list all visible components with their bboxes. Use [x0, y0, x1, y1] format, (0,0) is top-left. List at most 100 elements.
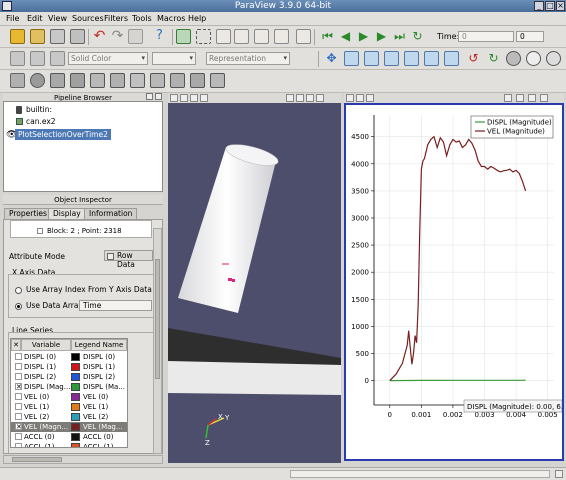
pipeline-item-selected[interactable]: [15, 129, 111, 140]
render-view-3d[interactable]: Y X Z: [168, 103, 341, 463]
tab-information[interactable]: Information: [84, 208, 138, 219]
view-y-plus-icon[interactable]: [384, 51, 399, 66]
table-row[interactable]: ✕ DISPL (Mag... DISPL (Ma...: [11, 382, 127, 392]
extract-level-icon[interactable]: [210, 73, 225, 88]
series-visibility-checkbox[interactable]: [15, 433, 22, 440]
series-color-swatch[interactable]: [71, 383, 80, 391]
clear-selection-icon[interactable]: [274, 29, 289, 44]
menu-sources[interactable]: Sources: [72, 14, 104, 23]
series-legend-name[interactable]: VEL (2): [83, 413, 109, 421]
view3d-maximize-icon[interactable]: [306, 94, 314, 102]
group-datasets-icon[interactable]: [190, 73, 205, 88]
threshold-icon[interactable]: [90, 73, 105, 88]
time-input[interactable]: 0: [458, 31, 514, 42]
pipeline-item-plot-selection[interactable]: PlotSelectionOverTime2: [18, 130, 108, 139]
reset-camera-icon[interactable]: ✥: [326, 51, 337, 65]
table-row[interactable]: VEL (1) VEL (1): [11, 402, 127, 412]
first-frame-icon[interactable]: ⏮: [322, 29, 333, 43]
table-row[interactable]: DISPL (2) DISPL (2): [11, 372, 127, 382]
grow-selection-icon[interactable]: [296, 29, 311, 44]
minimize-button[interactable]: _: [534, 1, 544, 11]
app-icon[interactable]: [2, 1, 12, 11]
open-icon[interactable]: [10, 29, 25, 44]
select-cells-icon[interactable]: [176, 29, 191, 44]
attribute-mode-combo[interactable]: Row Data: [104, 250, 153, 269]
menu-filters[interactable]: Filters: [104, 14, 128, 23]
series-color-swatch[interactable]: [71, 433, 80, 441]
series-visibility-checkbox[interactable]: [15, 403, 22, 410]
glyph-icon[interactable]: [130, 73, 145, 88]
load-state-icon[interactable]: [70, 29, 85, 44]
series-legend-name[interactable]: ACCL (1): [83, 443, 114, 448]
series-legend-name[interactable]: VEL (1): [83, 403, 109, 411]
series-color-swatch[interactable]: [71, 393, 80, 401]
redo-icon[interactable]: ↷: [111, 28, 124, 44]
panel-close-icon[interactable]: [155, 93, 162, 100]
table-row[interactable]: VEL (0) VEL (0): [11, 392, 127, 402]
series-visibility-checkbox[interactable]: [15, 363, 22, 370]
undo-icon[interactable]: ↶: [93, 28, 106, 44]
view3d-split-v-icon[interactable]: [296, 94, 304, 102]
calculator-icon[interactable]: [10, 73, 25, 88]
series-legend-name[interactable]: VEL (Mag...: [83, 423, 123, 431]
line-chart-view[interactable]: 0 500 1000 1500 2000 2500 3000 3500 4000 4500 0 0.0…: [344, 103, 566, 461]
column-legend-name[interactable]: Legend Name: [71, 339, 127, 351]
view-x-minus-icon[interactable]: [364, 51, 379, 66]
series-legend-name[interactable]: DISPL (1): [83, 363, 116, 371]
table-row[interactable]: DISPL (0) DISPL (0): [11, 352, 127, 362]
next-frame-icon[interactable]: ▶: [376, 29, 387, 43]
series-legend-name[interactable]: DISPL (0): [83, 353, 116, 361]
series-legend-name[interactable]: ACCL (0): [83, 433, 114, 441]
series-visibility-checkbox[interactable]: ✕: [15, 383, 22, 391]
view-y-minus-icon[interactable]: [404, 51, 419, 66]
time-step-spinbox[interactable]: 0: [516, 31, 544, 42]
tab-display[interactable]: Display: [48, 208, 86, 219]
tab-properties[interactable]: Properties: [4, 208, 52, 219]
stream-tracer-icon[interactable]: [150, 73, 165, 88]
chart-split-h-icon[interactable]: [504, 94, 512, 102]
chart-redo-icon[interactable]: [366, 94, 374, 102]
show-center-icon[interactable]: [506, 51, 521, 66]
view-interaction-icon[interactable]: [180, 94, 188, 102]
play-icon[interactable]: ▶: [358, 29, 369, 43]
chart-undo-icon[interactable]: [356, 94, 364, 102]
pick-center-icon[interactable]: [526, 51, 541, 66]
menu-edit[interactable]: Edit: [27, 14, 43, 23]
block-checkbox[interactable]: [37, 228, 43, 234]
series-color-swatch[interactable]: [71, 363, 80, 371]
table-horizontal-scrollbar[interactable]: [3, 455, 163, 464]
series-visibility-checkbox[interactable]: [15, 373, 22, 380]
camera-undo-icon[interactable]: [128, 29, 143, 44]
view-z-plus-icon[interactable]: [424, 51, 439, 66]
data-array-combo[interactable]: Time: [79, 300, 152, 311]
menu-macros[interactable]: Macros: [157, 14, 186, 23]
chart-maximize-icon[interactable]: [528, 94, 536, 102]
hscroll-thumb[interactable]: [12, 457, 62, 462]
radio-data-array[interactable]: [15, 303, 22, 310]
series-legend-name[interactable]: VEL (0): [83, 393, 109, 401]
edit-color-map-icon[interactable]: [30, 51, 45, 66]
table-row[interactable]: ACCL (1) ACCL (1): [11, 442, 127, 448]
previous-frame-icon[interactable]: ◀: [340, 29, 351, 43]
select-block-icon[interactable]: [234, 29, 249, 44]
view-camera-icon[interactable]: [170, 94, 178, 102]
last-frame-icon[interactable]: ⏭: [394, 29, 405, 43]
series-color-swatch[interactable]: [71, 413, 80, 421]
chart-split-v-icon[interactable]: [516, 94, 524, 102]
table-row[interactable]: ✕ VEL (Magn... VEL (Mag...: [11, 422, 127, 432]
series-legend-name[interactable]: DISPL (2): [83, 373, 116, 381]
series-color-swatch[interactable]: [71, 373, 80, 381]
view3d-split-h-icon[interactable]: [286, 94, 294, 102]
clip-icon[interactable]: [50, 73, 65, 88]
select-points-icon[interactable]: [196, 29, 211, 44]
scrollbar-thumb[interactable]: [155, 259, 160, 379]
open-folder-icon[interactable]: [30, 29, 45, 44]
toggle-scalar-bar-icon[interactable]: [10, 51, 25, 66]
series-color-swatch[interactable]: [71, 443, 80, 447]
series-visibility-checkbox[interactable]: [15, 413, 22, 420]
loop-icon[interactable]: ↻: [412, 29, 423, 43]
column-variable[interactable]: Variable: [21, 339, 71, 351]
undock-icon[interactable]: [146, 93, 153, 100]
slice-icon[interactable]: [70, 73, 85, 88]
component-combo[interactable]: ▾: [152, 52, 196, 65]
